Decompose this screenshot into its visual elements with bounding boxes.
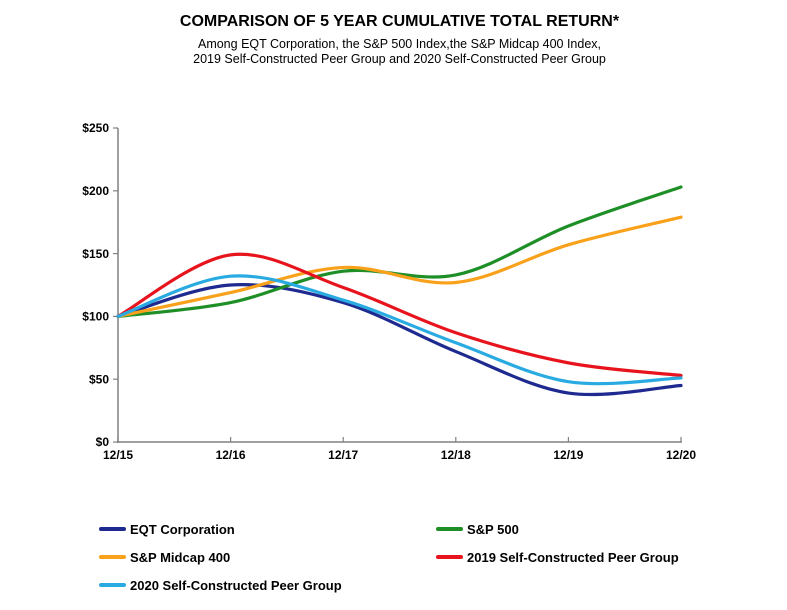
x-tick-label: 12/17 <box>328 448 358 462</box>
legend-swatch-sp-midcap-400 <box>99 555 126 559</box>
legend-label: EQT Corporation <box>130 521 235 537</box>
line-chart-plot: $0 $50 $100 $150 $200 $250 12/15 12/16 12/17 12/1… <box>82 121 696 462</box>
legend-label: 2019 Self-Constructed Peer Group <box>467 549 679 565</box>
y-tick-label: $200 <box>82 184 109 198</box>
legend-item-sp-500: S&P 500 <box>436 521 519 537</box>
y-tick-label: $150 <box>82 247 109 261</box>
legend-label: 2020 Self-Constructed Peer Group <box>130 577 342 593</box>
chart-subtitle-line2: 2019 Self-Constructed Peer Group and 202… <box>193 52 606 66</box>
legend-swatch-2020-peer-group <box>99 583 126 587</box>
legend-label: S&P Midcap 400 <box>130 549 231 565</box>
y-tick-label: $0 <box>96 435 110 449</box>
legend-item-eqt-corporation: EQT Corporation <box>99 521 235 537</box>
y-tick-label: $50 <box>89 372 109 386</box>
series-line-2020-self-constructed-peer-group <box>116 274 683 386</box>
x-tick-label: 12/20 <box>666 448 696 462</box>
x-tick-label: 12/18 <box>441 448 471 462</box>
legend-swatch-sp-500 <box>436 527 463 531</box>
chart-title: COMPARISON OF 5 YEAR CUMULATIVE TOTAL RE… <box>179 13 620 30</box>
series-line-eqt-corporation <box>116 283 683 397</box>
series-line-s-p-midcap-400 <box>116 215 683 318</box>
x-tick-label: 12/16 <box>216 448 246 462</box>
legend-item-2019-peer-group: 2019 Self-Constructed Peer Group <box>436 549 679 565</box>
legend-swatch-eqt-corporation <box>99 527 126 531</box>
series-line-s-p-500 <box>116 185 683 318</box>
x-tick-label: 12/15 <box>103 448 133 462</box>
legend-label: S&P 500 <box>467 521 519 537</box>
y-tick-label: $250 <box>82 121 109 135</box>
legend-item-2020-peer-group: 2020 Self-Constructed Peer Group <box>99 577 342 593</box>
y-tick-label: $100 <box>82 310 109 324</box>
series-line-2019-self-constructed-peer-group <box>116 252 683 378</box>
chart-subtitle-line1: Among EQT Corporation, the S&P 500 Index… <box>197 37 602 51</box>
legend-swatch-2019-peer-group <box>436 555 463 559</box>
legend-item-sp-midcap-400: S&P Midcap 400 <box>99 549 230 565</box>
x-tick-label: 12/19 <box>553 448 583 462</box>
